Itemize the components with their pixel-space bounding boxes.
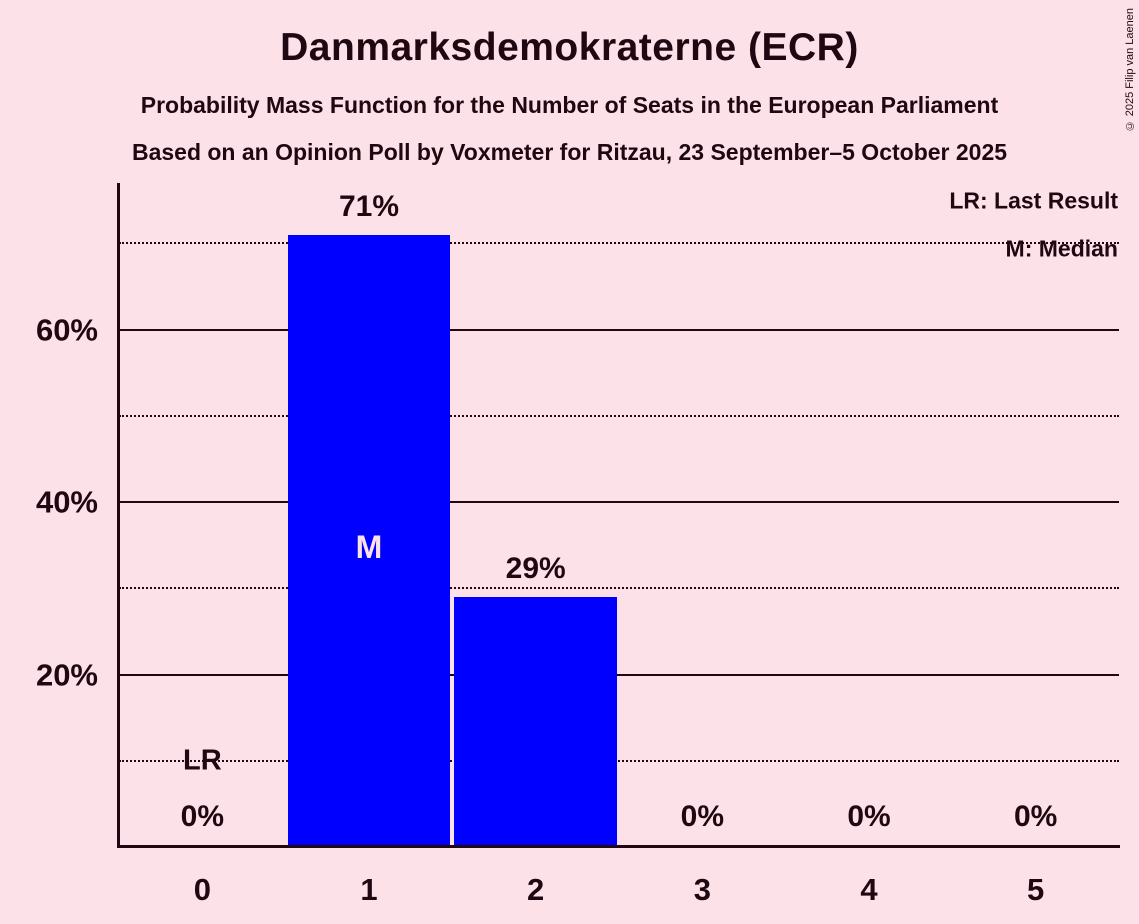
bar-seats-1	[287, 234, 451, 847]
x-axis-tick-label-0: 0	[193, 872, 211, 907]
gridline-dotted-50pct	[119, 414, 1119, 417]
gridline-dotted-10pct	[119, 759, 1119, 762]
bar-value-label-1: 71%	[338, 189, 400, 223]
y-axis-tick-label-40%: 40%	[35, 484, 98, 520]
bar-seats-2	[454, 596, 617, 847]
copyright-notice: © 2025 Filip van Laenen	[1124, 8, 1136, 132]
last-result-label: LR	[182, 744, 222, 777]
gridline-dotted-30pct	[119, 587, 1119, 590]
y-axis-tick-label-60%: 60%	[35, 312, 98, 348]
gridline-solid-20pct	[119, 673, 1119, 676]
bar-value-label-0: 0%	[180, 800, 225, 833]
bar-value-label-2: 29%	[505, 551, 566, 585]
chart-title: Danmarksdemokraterne (ECR)	[280, 26, 859, 69]
legend-median: M: Median	[1005, 235, 1118, 262]
x-axis-line	[117, 845, 1120, 848]
x-axis-tick-label-3: 3	[693, 872, 711, 907]
median-label: M	[355, 529, 383, 565]
plot-area: 0% 71% 29% 0% 0% 0% M LR	[119, 183, 1119, 847]
x-axis-tick-label-4: 4	[860, 872, 878, 907]
bar-value-label-5: 0%	[1013, 800, 1058, 833]
bar-value-label-3: 0%	[680, 800, 725, 833]
legend-last-result: LR: Last Result	[949, 187, 1118, 214]
gridline-dotted-70pct	[119, 242, 1119, 245]
bar-value-label-4: 0%	[847, 800, 891, 833]
chart-subtitle: Probability Mass Function for the Number…	[140, 92, 999, 118]
x-axis-tick-label-5: 5	[1027, 872, 1045, 907]
y-axis-line	[117, 183, 120, 848]
gridline-solid-40pct	[119, 501, 1119, 504]
x-axis-tick-label-1: 1	[360, 872, 378, 907]
gridline-solid-60pct	[119, 328, 1119, 331]
chart-source-line: Based on an Opinion Poll by Voxmeter for…	[131, 139, 1008, 165]
x-axis-tick-label-2: 2	[527, 872, 545, 907]
y-axis-tick-label-20%: 20%	[35, 657, 98, 693]
